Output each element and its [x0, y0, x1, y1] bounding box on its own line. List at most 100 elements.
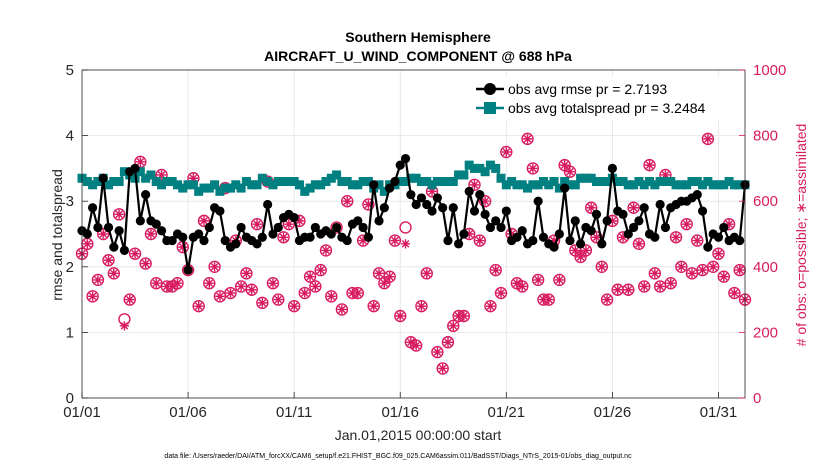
- obs-assimilated-point: [321, 245, 331, 255]
- obs-possible-point: [266, 277, 280, 290]
- totalspread-point: [273, 177, 283, 187]
- chart-subtitle: AIRCRAFT_U_WIND_COMPONENT @ 688 hPa: [264, 48, 572, 64]
- obs-possible-point: [728, 286, 741, 300]
- totalspread-point: [294, 180, 304, 190]
- obs-assimilated-point: [135, 157, 145, 167]
- rmse-point: [273, 222, 283, 233]
- obs-possible-point: [351, 286, 365, 300]
- rmse-point: [560, 183, 570, 193]
- legend-rmse-label: obs avg rmse pr = 2.7193: [508, 81, 667, 97]
- totalspread-point: [348, 180, 358, 190]
- obs-assimilated-point: [464, 229, 474, 239]
- totalspread-point: [88, 180, 98, 190]
- obs-assimilated-point: [103, 255, 114, 265]
- obs-assimilated-point: [501, 147, 511, 157]
- obs-assimilated-point: [379, 278, 389, 288]
- totalspread-point: [565, 180, 575, 190]
- obs-assimilated-point: [443, 337, 453, 347]
- obs-assimilated-point: [491, 265, 501, 275]
- obs-assimilated-point: [125, 295, 135, 305]
- obs-assimilated-point: [570, 245, 580, 255]
- obs-assimilated-point: [241, 268, 252, 278]
- totalspread-point: [692, 177, 702, 187]
- totalspread-point: [220, 183, 230, 193]
- rmse-point: [549, 242, 559, 252]
- obs-assimilated-point: [300, 288, 310, 298]
- rmse-point: [411, 199, 421, 210]
- obs-possible-point: [362, 198, 375, 211]
- obs-possible-point: [192, 299, 205, 313]
- y-tick-label: 2: [66, 259, 74, 276]
- rmse-point: [586, 226, 596, 236]
- totalspread-point: [337, 177, 347, 187]
- obs-assimilated-point: [650, 268, 660, 278]
- totalspread-point: [82, 177, 92, 187]
- totalspread-point: [544, 180, 554, 190]
- obs-assimilated-point: [644, 160, 655, 170]
- totalspread-point: [698, 180, 708, 190]
- obs-assimilated-point: [607, 216, 617, 226]
- obs-possible-point: [240, 267, 253, 280]
- rmse-series: [77, 153, 750, 275]
- rmse-point: [538, 232, 549, 242]
- obs-assimilated-point: [629, 203, 639, 213]
- totalspread-point: [629, 180, 639, 190]
- obs-possible-point: [272, 293, 285, 306]
- rmse-point: [438, 203, 448, 213]
- obs-assimilated-point: [427, 186, 437, 196]
- rmse-point: [395, 160, 405, 170]
- obs-assimilated-point: [342, 196, 352, 206]
- obs-assimilated-point: [597, 262, 607, 272]
- obs-assimilated-point: [581, 245, 591, 255]
- obs-assimilated-point: [278, 232, 289, 242]
- y-tick-label: 4: [66, 128, 74, 145]
- rmse-point: [459, 229, 469, 239]
- obs-assimilated-point: [554, 275, 564, 285]
- totalspread-point: [257, 173, 267, 183]
- obs-assimilated-point: [188, 173, 198, 183]
- obs-assimilated-point: [82, 239, 92, 249]
- obs-possible-point: [706, 260, 720, 273]
- y-right-tick-label: 600: [753, 193, 778, 210]
- totalspread-point: [353, 180, 363, 190]
- rmse-point: [358, 222, 368, 233]
- rmse-point: [650, 232, 660, 242]
- obs-possible-point: [256, 296, 269, 310]
- obs-possible-point: [367, 299, 380, 313]
- rmse-point: [491, 216, 501, 226]
- obs-possible-point: [245, 283, 258, 296]
- totalspread-point: [501, 180, 511, 190]
- rmse-point: [236, 222, 246, 233]
- totalspread-point: [188, 180, 198, 190]
- obs-possible-point: [643, 158, 656, 172]
- rmse-point: [310, 222, 320, 233]
- obs-assimilated-point: [151, 278, 161, 288]
- rmse-point: [703, 242, 713, 252]
- totalspread-point: [459, 170, 469, 180]
- rmse-point: [623, 229, 633, 239]
- totalspread-point: [231, 180, 241, 190]
- obs-assimilated-point: [475, 235, 485, 246]
- rmse-point: [390, 176, 400, 187]
- totalspread-point: [157, 180, 167, 190]
- totalspread-point: [279, 177, 289, 187]
- obs-possible-point: [468, 178, 481, 192]
- obs-assimilated-point: [671, 232, 681, 242]
- totalspread-point: [708, 180, 718, 190]
- totalspread-point: [374, 180, 384, 190]
- totalspread-point: [141, 173, 151, 183]
- rmse-point: [713, 232, 724, 242]
- rmse-point: [93, 222, 103, 233]
- totalspread-point: [289, 177, 299, 187]
- obs-assimilated-point: [724, 219, 734, 229]
- x-tick-label: 01/31: [700, 404, 738, 421]
- rmse-point: [602, 216, 612, 226]
- obs-possible-point: [675, 260, 688, 273]
- y-tick-label: 3: [66, 193, 74, 210]
- obs-assimilated-point: [676, 262, 686, 272]
- obs-possible-point: [712, 247, 725, 260]
- obs-assimilated-point: [623, 285, 633, 295]
- totalspread-point: [172, 180, 182, 190]
- totalspread-point: [533, 180, 543, 190]
- totalspread-point: [204, 183, 214, 193]
